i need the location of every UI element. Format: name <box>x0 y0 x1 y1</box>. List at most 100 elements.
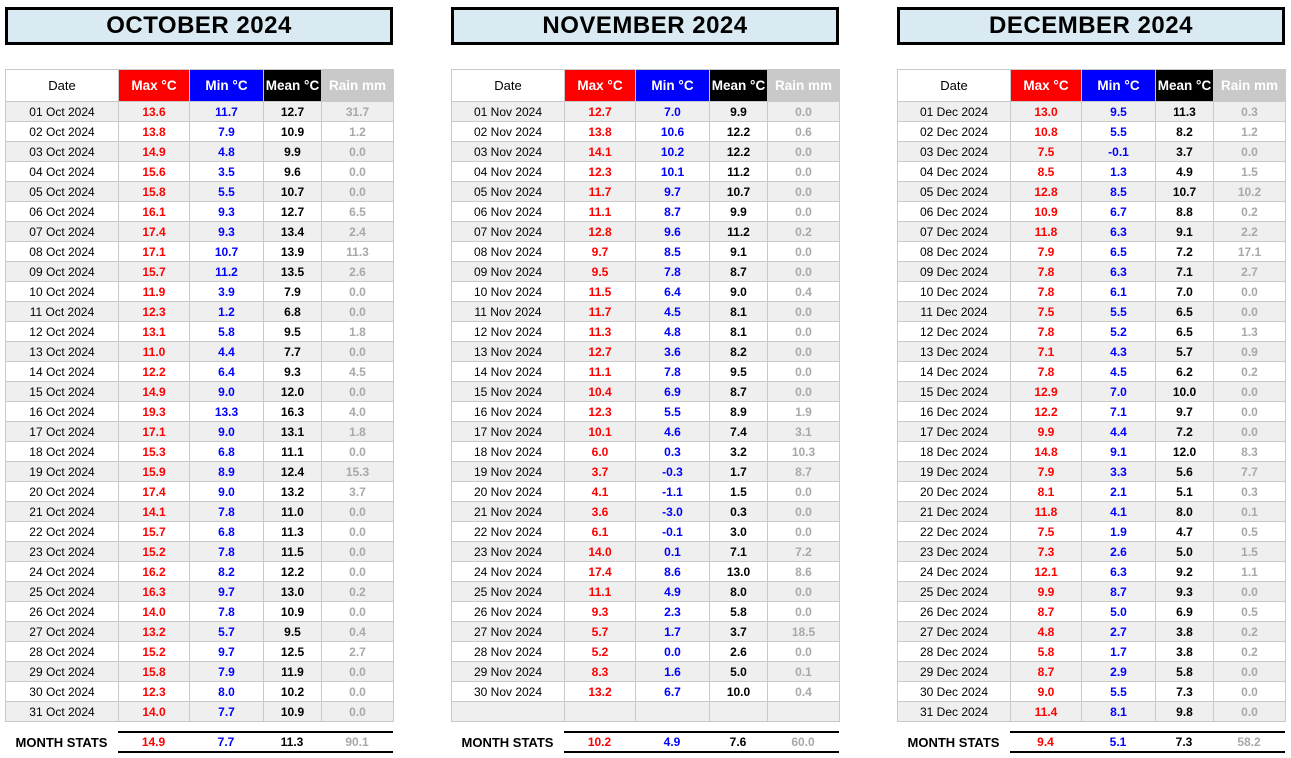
min-temp-cell[interactable]: 10.1 <box>635 161 710 182</box>
mean-temp-cell[interactable]: 12.2 <box>709 141 768 162</box>
mean-temp-cell[interactable]: 7.2 <box>1155 421 1214 442</box>
min-temp-cell[interactable]: -0.1 <box>1081 141 1156 162</box>
min-temp-cell[interactable]: 4.4 <box>189 341 264 362</box>
date-cell[interactable]: 20 Dec 2024 <box>897 481 1011 502</box>
rain-cell[interactable]: 0.5 <box>1213 521 1286 542</box>
mean-temp-cell[interactable]: 9.6 <box>263 161 322 182</box>
mean-temp-cell[interactable]: 1.7 <box>709 461 768 482</box>
mean-temp-cell[interactable]: 6.5 <box>1155 321 1214 342</box>
rain-cell[interactable]: 0.0 <box>1213 401 1286 422</box>
mean-temp-cell[interactable]: 5.7 <box>1155 341 1214 362</box>
min-temp-cell[interactable]: 6.3 <box>1081 221 1156 242</box>
date-cell[interactable]: 24 Nov 2024 <box>451 561 565 582</box>
min-temp-cell[interactable]: 9.7 <box>635 181 710 202</box>
mean-temp-cell[interactable]: 7.0 <box>1155 281 1214 302</box>
mean-temp-cell[interactable]: 9.7 <box>1155 401 1214 422</box>
max-temp-cell[interactable]: 12.2 <box>118 361 190 382</box>
min-temp-cell[interactable]: 13.3 <box>189 401 264 422</box>
rain-cell[interactable]: 1.1 <box>1213 561 1286 582</box>
min-temp-cell[interactable]: 8.7 <box>635 201 710 222</box>
mean-temp-cell[interactable]: 10.7 <box>1155 181 1214 202</box>
mean-temp-cell[interactable]: 13.4 <box>263 221 322 242</box>
rain-cell[interactable]: 0.0 <box>767 101 840 122</box>
date-cell[interactable]: 09 Dec 2024 <box>897 261 1011 282</box>
rain-cell[interactable]: 0.0 <box>767 381 840 402</box>
min-temp-cell[interactable]: 1.7 <box>635 621 710 642</box>
date-cell[interactable]: 25 Dec 2024 <box>897 581 1011 602</box>
min-temp-cell[interactable]: 9.0 <box>189 481 264 502</box>
min-temp-cell[interactable]: 8.0 <box>189 681 264 702</box>
max-temp-cell[interactable]: 10.4 <box>564 381 636 402</box>
mean-temp-cell[interactable]: 3.0 <box>709 521 768 542</box>
mean-temp-cell[interactable]: 12.0 <box>1155 441 1214 462</box>
rain-cell[interactable]: 10.3 <box>767 441 840 462</box>
max-temp-cell[interactable]: 3.6 <box>564 501 636 522</box>
rain-cell[interactable]: 0.2 <box>1213 621 1286 642</box>
rain-cell[interactable]: 17.1 <box>1213 241 1286 262</box>
date-cell[interactable]: 14 Nov 2024 <box>451 361 565 382</box>
date-cell[interactable]: 09 Nov 2024 <box>451 261 565 282</box>
date-cell[interactable]: 07 Oct 2024 <box>5 221 119 242</box>
date-cell[interactable]: 10 Oct 2024 <box>5 281 119 302</box>
rain-cell[interactable]: 0.0 <box>1213 661 1286 682</box>
date-cell[interactable]: 05 Dec 2024 <box>897 181 1011 202</box>
mean-temp-cell[interactable]: 9.3 <box>1155 581 1214 602</box>
mean-temp-cell[interactable]: 12.7 <box>263 201 322 222</box>
date-cell[interactable] <box>451 701 565 722</box>
min-temp-cell[interactable] <box>635 701 710 722</box>
date-cell[interactable]: 05 Oct 2024 <box>5 181 119 202</box>
mean-temp-cell[interactable]: 5.6 <box>1155 461 1214 482</box>
rain-cell[interactable]: 0.0 <box>321 561 394 582</box>
min-temp-cell[interactable]: 4.5 <box>635 301 710 322</box>
date-cell[interactable]: 12 Nov 2024 <box>451 321 565 342</box>
min-temp-cell[interactable]: 1.6 <box>635 661 710 682</box>
min-temp-cell[interactable]: 9.0 <box>189 421 264 442</box>
mean-temp-cell[interactable]: 8.2 <box>709 341 768 362</box>
mean-temp-cell[interactable]: 9.5 <box>263 321 322 342</box>
max-temp-cell[interactable]: 16.2 <box>118 561 190 582</box>
date-cell[interactable]: 22 Dec 2024 <box>897 521 1011 542</box>
mean-temp-cell[interactable]: 7.1 <box>1155 261 1214 282</box>
max-temp-cell[interactable]: 9.9 <box>1010 421 1082 442</box>
date-cell[interactable]: 21 Nov 2024 <box>451 501 565 522</box>
mean-temp-cell[interactable]: 7.4 <box>709 421 768 442</box>
mean-temp-cell[interactable]: 10.0 <box>1155 381 1214 402</box>
min-temp-cell[interactable]: 1.9 <box>1081 521 1156 542</box>
max-temp-cell[interactable]: 12.2 <box>1010 401 1082 422</box>
date-cell[interactable]: 24 Dec 2024 <box>897 561 1011 582</box>
mean-temp-cell[interactable]: 4.7 <box>1155 521 1214 542</box>
min-temp-cell[interactable]: 4.4 <box>1081 421 1156 442</box>
min-temp-cell[interactable]: 6.4 <box>189 361 264 382</box>
max-temp-cell[interactable]: 14.1 <box>118 501 190 522</box>
mean-temp-cell[interactable]: 9.3 <box>263 361 322 382</box>
mean-temp-cell[interactable]: 9.5 <box>709 361 768 382</box>
rain-cell[interactable]: 0.3 <box>1213 101 1286 122</box>
mean-temp-cell[interactable]: 7.7 <box>263 341 322 362</box>
rain-cell[interactable]: 0.0 <box>767 601 840 622</box>
min-temp-cell[interactable]: 9.1 <box>1081 441 1156 462</box>
min-temp-cell[interactable]: 0.0 <box>635 641 710 662</box>
max-temp-cell[interactable]: 17.4 <box>564 561 636 582</box>
mean-temp-cell[interactable]: 8.1 <box>709 301 768 322</box>
max-temp-cell[interactable]: 15.9 <box>118 461 190 482</box>
min-temp-cell[interactable]: -0.3 <box>635 461 710 482</box>
date-cell[interactable]: 26 Nov 2024 <box>451 601 565 622</box>
date-cell[interactable]: 08 Oct 2024 <box>5 241 119 262</box>
rain-cell[interactable]: 4.0 <box>321 401 394 422</box>
min-temp-cell[interactable]: 8.9 <box>189 461 264 482</box>
rain-cell[interactable]: 2.7 <box>321 641 394 662</box>
rain-cell[interactable]: 0.0 <box>767 301 840 322</box>
date-cell[interactable]: 11 Oct 2024 <box>5 301 119 322</box>
max-temp-cell[interactable]: 11.3 <box>564 321 636 342</box>
date-cell[interactable]: 30 Nov 2024 <box>451 681 565 702</box>
mean-temp-cell[interactable]: 7.2 <box>1155 241 1214 262</box>
max-temp-cell[interactable]: 12.3 <box>564 401 636 422</box>
min-temp-cell[interactable]: 4.1 <box>1081 501 1156 522</box>
max-temp-cell[interactable]: 8.7 <box>1010 601 1082 622</box>
rain-cell[interactable]: 0.2 <box>321 581 394 602</box>
min-temp-cell[interactable]: 5.2 <box>1081 321 1156 342</box>
mean-temp-cell[interactable]: 9.8 <box>1155 701 1214 722</box>
mean-temp-cell[interactable]: 11.2 <box>709 161 768 182</box>
max-temp-cell[interactable]: 12.8 <box>1010 181 1082 202</box>
rain-cell[interactable]: 0.0 <box>321 681 394 702</box>
